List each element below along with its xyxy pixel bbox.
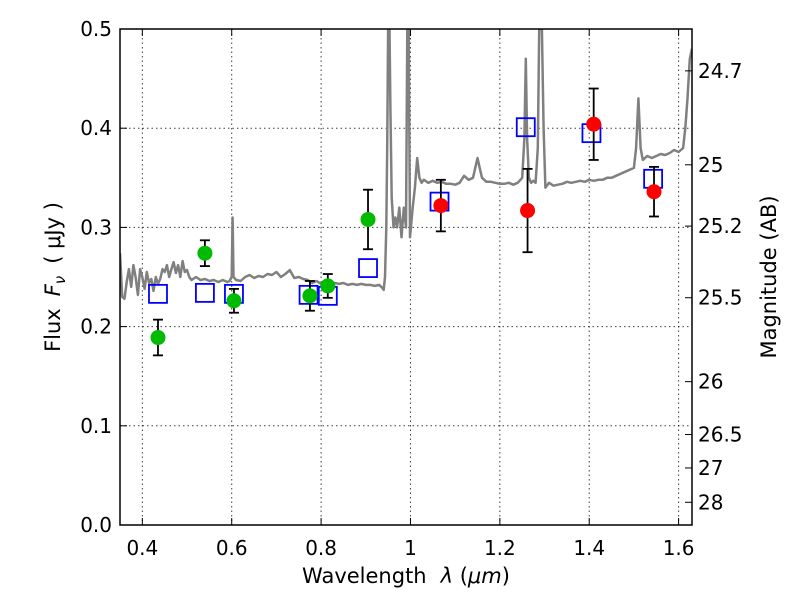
y2-tick-label: 25 <box>698 153 723 177</box>
observed-point <box>150 330 166 346</box>
observed-point <box>360 211 376 227</box>
ticks: 0.4 0.6 0.8 1 1.2 1.4 1.6 0.0 0.1 0.2 0.3 0.4 0.5 24.… <box>80 17 742 560</box>
y2-tick-label: 27 <box>698 456 723 480</box>
model-square-point <box>298 284 319 305</box>
observed-point <box>586 116 602 132</box>
y-tick-label: 0.4 <box>80 116 112 140</box>
model-square-point <box>195 282 215 303</box>
observed-point <box>646 184 662 200</box>
observed-point <box>433 198 449 214</box>
observed-point <box>320 278 336 294</box>
y-tick-label: 0.2 <box>80 315 112 339</box>
x-axis-label: Wavelength λ (μm) <box>302 564 510 588</box>
y-tick-label: 0.1 <box>80 414 112 438</box>
x-tick-label: 1.4 <box>573 536 605 560</box>
y-axis-label: FluxFν( μJy ) <box>41 202 69 352</box>
y2-tick-label: 24.7 <box>698 59 743 83</box>
observed-point <box>520 203 536 219</box>
y2-tick-label: 25.5 <box>698 286 743 310</box>
y-tick-label: 0.0 <box>80 513 112 537</box>
x-tick-label: 1.2 <box>484 536 516 560</box>
y2-tick-label: 25.2 <box>698 214 743 238</box>
y-tick-label: 0.3 <box>80 215 112 239</box>
y2-tick-label: 26.5 <box>698 423 743 447</box>
plot-area <box>120 29 692 301</box>
observed-point <box>197 245 213 261</box>
observed-point <box>226 293 242 309</box>
y2-tick-label: 26 <box>698 370 723 394</box>
y2-tick-label: 28 <box>698 490 723 514</box>
plot-frame <box>119 28 693 526</box>
x-tick-label: 0.4 <box>126 536 158 560</box>
y2-axis-label: Magnitude (AB) <box>757 195 781 358</box>
x-tick-label: 1 <box>404 536 417 560</box>
markers <box>148 87 664 357</box>
x-tick-label: 0.8 <box>305 536 337 560</box>
x-tick-label: 0.6 <box>216 536 248 560</box>
model-square-point <box>515 117 536 138</box>
x-tick-label: 1.6 <box>663 536 695 560</box>
model-square-point <box>358 258 378 278</box>
y-tick-label: 0.5 <box>80 17 112 41</box>
spectrum-line <box>120 29 692 301</box>
model-square-point <box>148 283 168 304</box>
observed-point <box>302 288 318 304</box>
